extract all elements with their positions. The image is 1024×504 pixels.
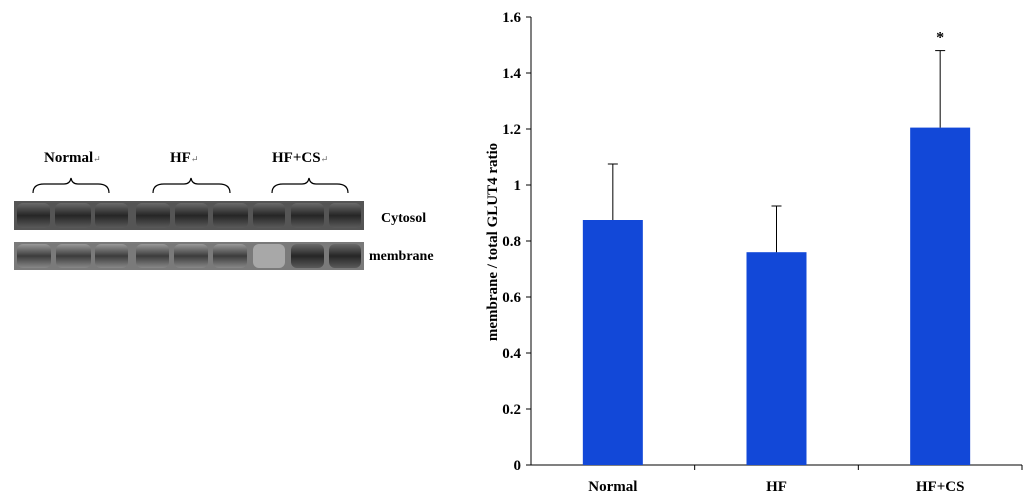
blot-group-label-hf: HF↵ <box>170 150 198 166</box>
y-tick-label: 0 <box>514 458 522 474</box>
brace-normal <box>32 177 110 194</box>
western-blot-panel: Normal↵ HF↵ HF+CS↵ Cytosol membrane <box>14 150 434 270</box>
bar-hf <box>746 252 807 465</box>
y-tick-label: 1.2 <box>502 122 521 138</box>
bar-hf-cs <box>910 127 971 465</box>
x-tick-label: Normal <box>588 479 637 495</box>
y-tick-label: 0.8 <box>502 234 521 250</box>
bar-chart: membrane / total GLUT4 ratio 0 0.2 0.4 0.6 0… <box>485 10 1023 495</box>
y-axis-label: membrane / total GLUT4 ratio <box>485 143 501 341</box>
y-tick-label: 0.6 <box>502 290 521 306</box>
bar-normal <box>582 220 643 465</box>
y-tick-label: 0.4 <box>502 346 521 362</box>
blot-group-label-hfcs: HF+CS↵ <box>272 150 328 166</box>
x-tick-label: HF+CS <box>916 479 965 495</box>
y-tick-label: 1.6 <box>502 10 521 26</box>
x-tick-label: HF <box>766 479 787 495</box>
y-tick-label: 0.2 <box>502 402 521 418</box>
significance-marker: * <box>936 30 944 47</box>
y-tick-label: 1.4 <box>502 66 521 82</box>
blot-group-label-normal: Normal↵ <box>44 150 101 166</box>
blot-row-label-membrane: membrane <box>369 249 434 264</box>
membrane-band-strip <box>14 242 364 270</box>
y-tick-label: 1 <box>514 178 522 194</box>
brace-hfcs <box>271 177 349 194</box>
cytosol-band-strip <box>14 201 364 230</box>
brace-hf <box>152 177 231 194</box>
blot-row-label-cytosol: Cytosol <box>381 211 426 226</box>
